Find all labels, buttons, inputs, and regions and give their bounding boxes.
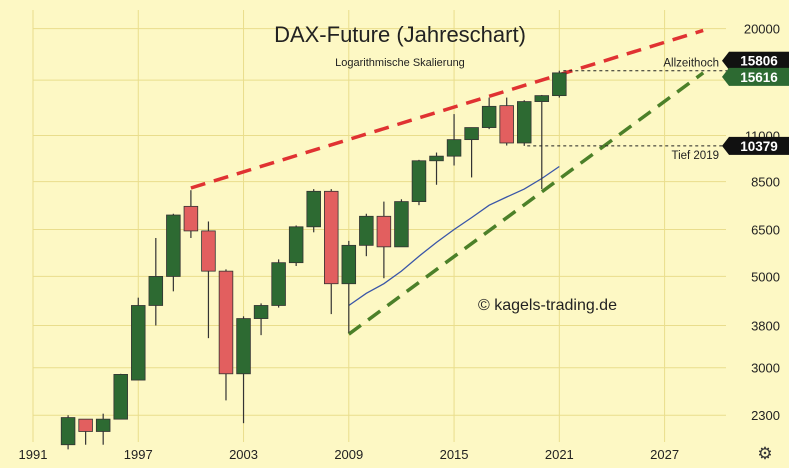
candle-down xyxy=(201,230,216,272)
price-badge-label: 15806 xyxy=(740,54,778,69)
chart-subtitle: Logarithmische Skalierung xyxy=(335,57,465,69)
candle-up xyxy=(236,318,251,375)
candle-up xyxy=(306,190,321,228)
candle-down xyxy=(78,418,93,432)
candle-up xyxy=(464,127,479,141)
candle-up xyxy=(166,214,181,277)
y-tick-label: 20000 xyxy=(744,22,780,37)
candle-up xyxy=(60,417,76,446)
price-badge xyxy=(729,51,789,70)
candle-up xyxy=(534,95,550,102)
x-tick-label: 2003 xyxy=(229,447,258,462)
candle-up xyxy=(481,105,497,128)
x-tick-label: 1991 xyxy=(19,447,48,462)
candle-up xyxy=(411,160,427,202)
candle-up xyxy=(113,374,128,420)
candle-up xyxy=(341,244,357,285)
price-badge-pointer xyxy=(722,136,729,155)
level-lines: Allzeithoch Tief 2019 xyxy=(527,58,727,162)
y-tick-label: 3800 xyxy=(751,318,780,333)
watermark: © kagels-trading.de xyxy=(478,297,617,314)
candle-up xyxy=(148,276,164,306)
x-tick-label: 2015 xyxy=(440,447,469,462)
candle-up xyxy=(271,262,286,306)
x-axis-ticks: 1991 1997 2003 2009 2015 2021 2027 xyxy=(19,447,680,462)
y-tick-label: 2300 xyxy=(751,408,780,423)
candle-down xyxy=(324,190,339,285)
x-tick-label: 2021 xyxy=(545,447,574,462)
lower-trendline xyxy=(347,71,705,336)
chart-title: DAX-Future (Jahreschart) xyxy=(274,22,526,47)
trendlines xyxy=(190,28,705,336)
y-tick-label: 5000 xyxy=(751,269,780,284)
candle-up xyxy=(359,215,374,246)
level-label: Tief 2019 xyxy=(671,150,719,162)
moving-average-line xyxy=(348,165,560,307)
price-badge xyxy=(729,136,789,155)
candle-up xyxy=(131,305,146,381)
candle-up xyxy=(516,101,532,144)
candle-up xyxy=(95,418,111,432)
y-tick-label: 6500 xyxy=(751,223,780,238)
upper-trendline xyxy=(190,28,704,190)
candle-up xyxy=(394,201,409,248)
candle-down xyxy=(218,270,234,375)
price-badge-label: 15616 xyxy=(740,70,778,85)
grid xyxy=(32,10,726,442)
candle-up xyxy=(288,226,304,264)
candle-down xyxy=(499,105,514,144)
settings-gear-icon[interactable]: ⚙ xyxy=(757,444,772,463)
candle-up xyxy=(446,139,462,157)
price-badge-pointer xyxy=(722,51,729,70)
candle-up xyxy=(429,155,444,162)
candle-down xyxy=(183,205,199,232)
level-label: Allzeithoch xyxy=(663,58,719,70)
price-badge-label: 10379 xyxy=(740,139,778,154)
candle-up xyxy=(552,72,567,97)
price-badge xyxy=(729,67,789,86)
x-tick-label: 2009 xyxy=(334,447,363,462)
candle-up xyxy=(253,305,269,319)
x-tick-label: 2027 xyxy=(650,447,679,462)
moving-average xyxy=(348,165,560,307)
y-tick-label: 8500 xyxy=(751,175,780,190)
y-tick-label: 3000 xyxy=(751,361,780,376)
candle-down xyxy=(376,215,392,248)
x-tick-label: 1997 xyxy=(124,447,153,462)
candles xyxy=(60,70,567,450)
price-badge-pointer xyxy=(722,67,729,86)
